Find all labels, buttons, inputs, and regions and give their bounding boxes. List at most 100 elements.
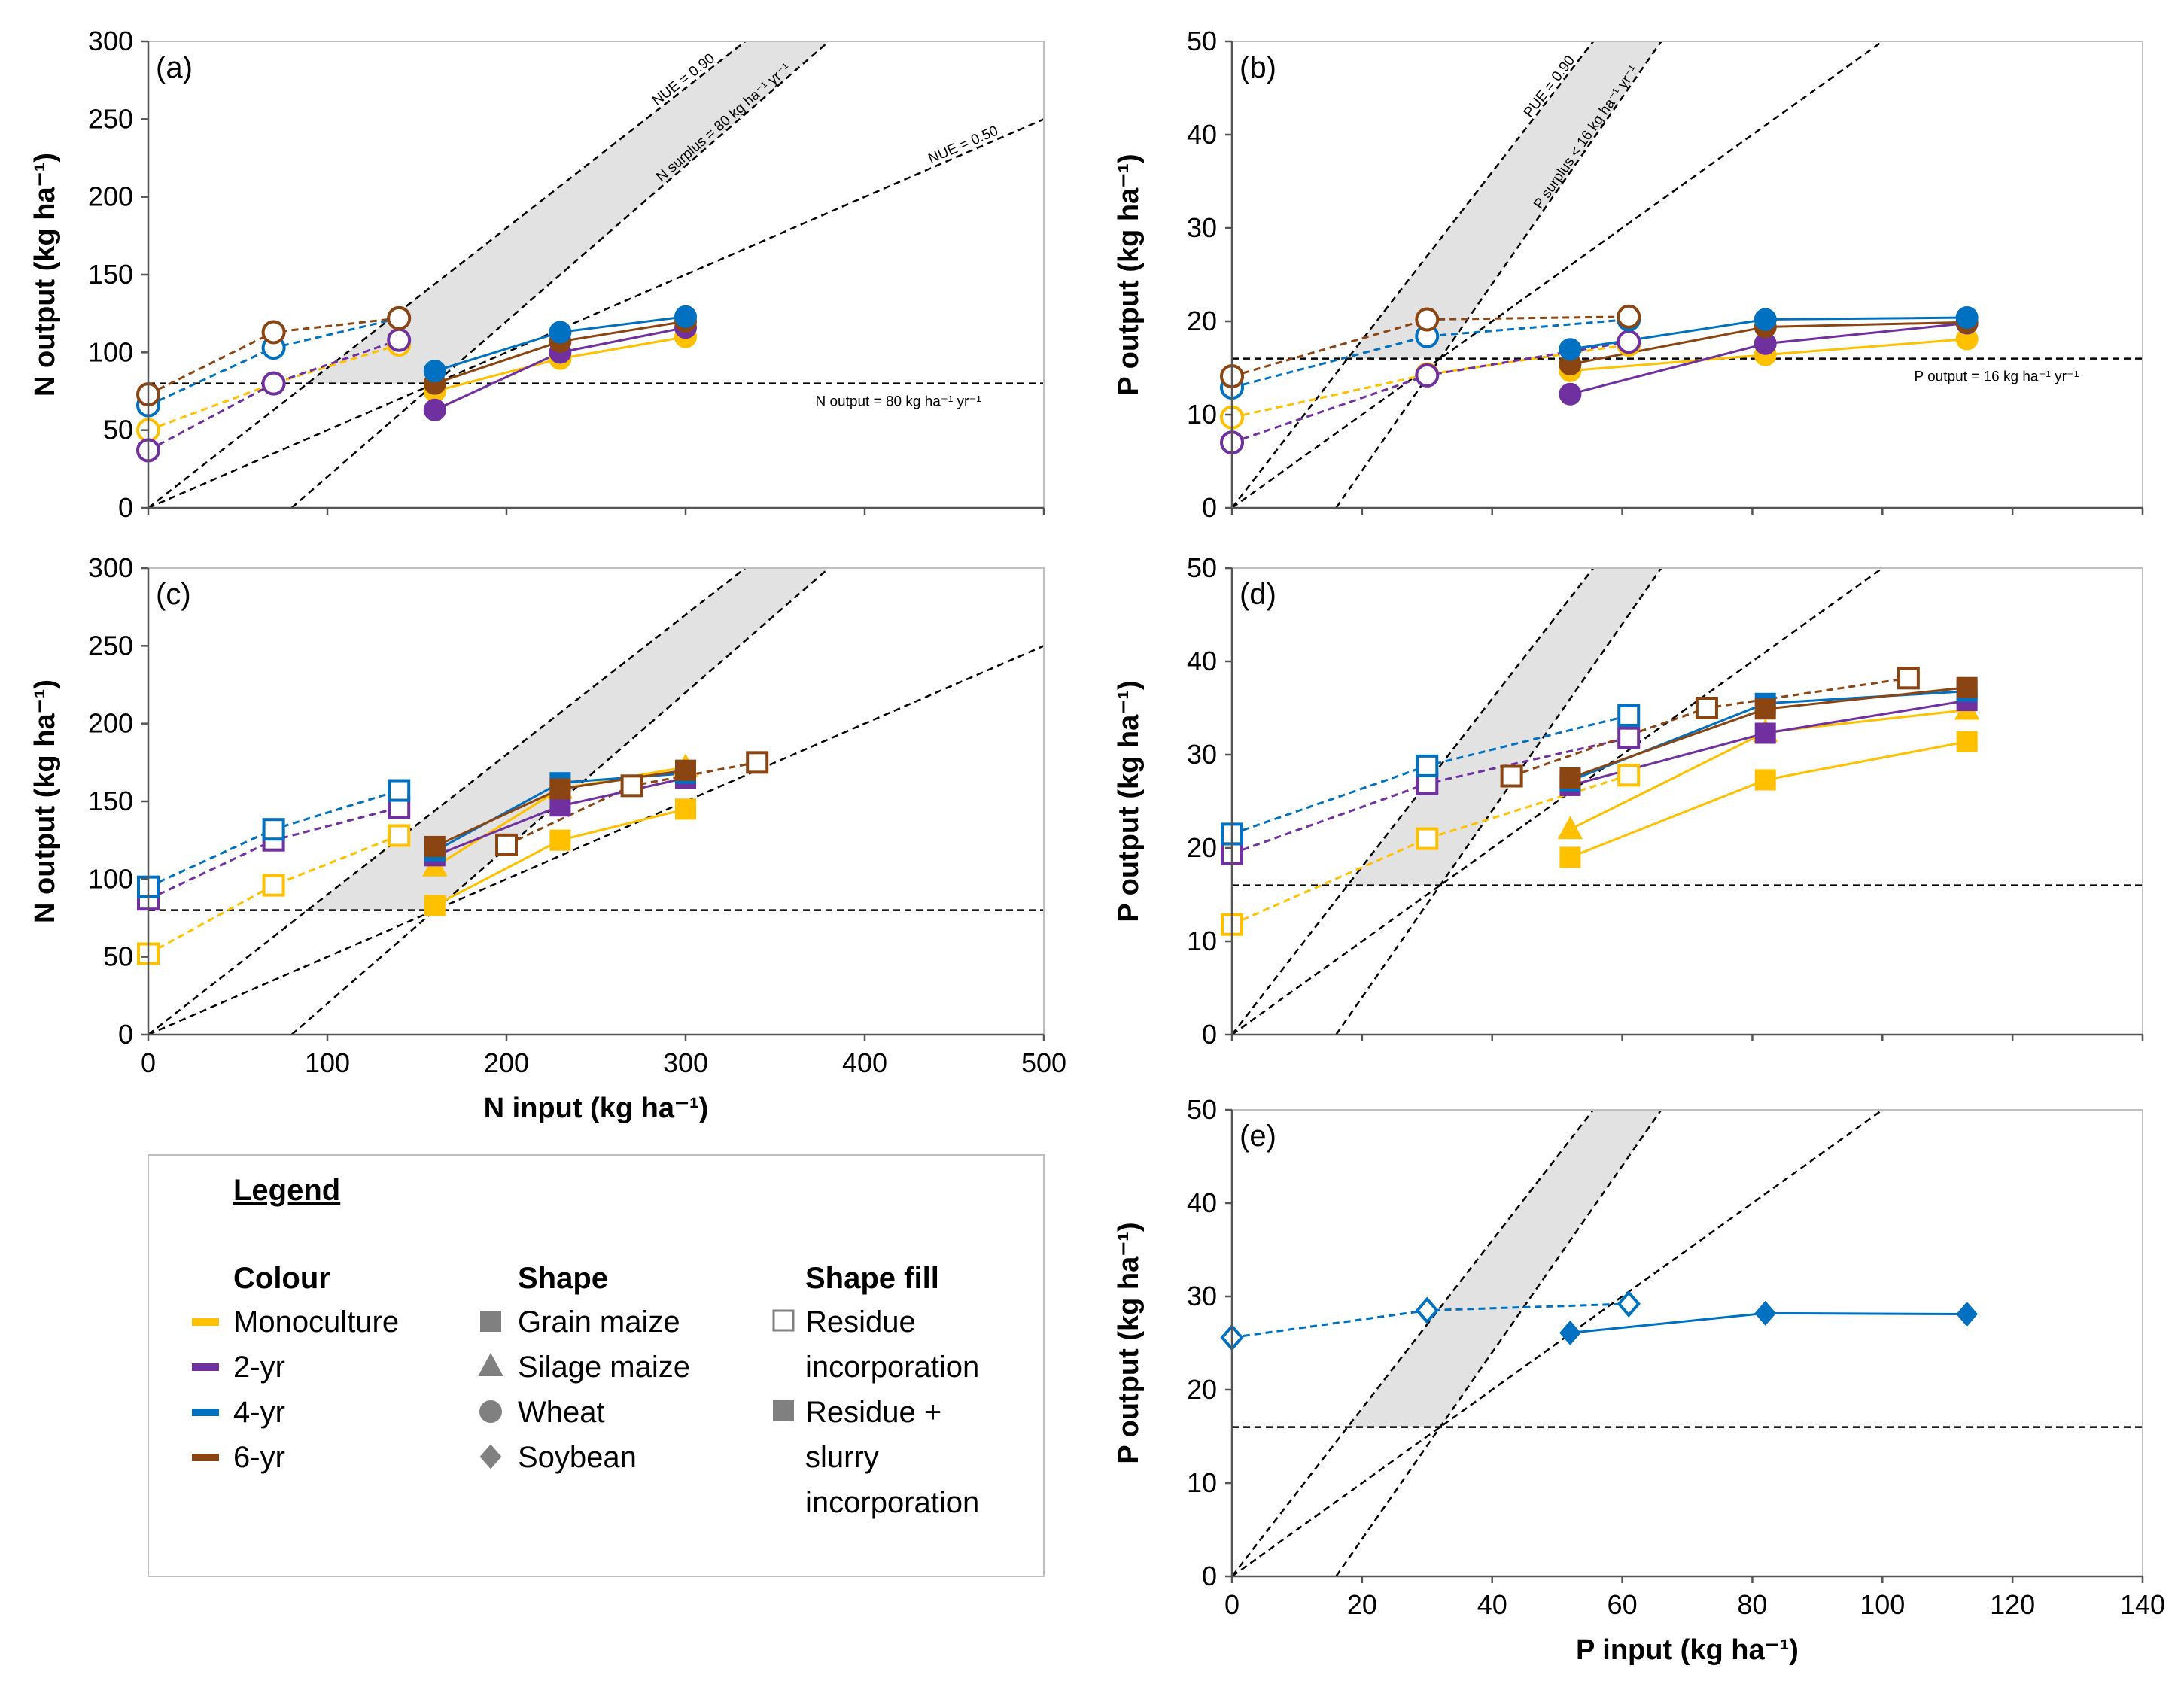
legend: Legend Colour Monoculture 2-yr 4-yr 6-yr Shape… [148, 1154, 1045, 1577]
data-point [262, 874, 285, 897]
panel-label: (b) [1240, 51, 1276, 84]
surplus-band [1347, 568, 1662, 886]
y-tick-label: 50 [1187, 26, 1217, 56]
data-point [1617, 704, 1641, 727]
x-tick-label: 140 [2120, 1589, 2165, 1620]
plot-area-b [1232, 41, 2143, 508]
legend-shape-icon [479, 1444, 502, 1469]
data-point [549, 321, 572, 344]
legend-colour-swatch [192, 1363, 219, 1371]
y-tick-label: 50 [1187, 1094, 1217, 1125]
data-point [1617, 330, 1641, 354]
plot-area-a [148, 41, 1044, 508]
legend-colour-swatch [192, 1409, 219, 1416]
data-point [1416, 827, 1439, 850]
ref-line-low-efficiency [1232, 568, 1884, 1035]
legend-colour-label: 2-yr [233, 1351, 285, 1384]
data-point [423, 360, 446, 383]
panel-label: (c) [156, 578, 191, 611]
series-line [1232, 773, 1629, 926]
data-point [1617, 304, 1641, 329]
ref-line-high-efficiency [1232, 41, 1595, 508]
data-point [388, 779, 411, 802]
y-tick-label: 40 [1187, 119, 1217, 150]
y-tick-label: 50 [1187, 552, 1217, 583]
panel-a: 0 50 100 150 200 250 300 (a) N output (kg ha⁻¹) N… [29, 26, 1045, 523]
ref-line-low-efficiency [148, 645, 1044, 1035]
legend-colour-label: Monoculture [233, 1305, 399, 1339]
y-tick-label: 0 [1202, 1561, 1217, 1591]
ref-line-low-efficiency [1232, 1110, 1884, 1576]
x-axis-label: N input (kg ha⁻¹) [484, 1093, 709, 1124]
data-point [262, 818, 285, 841]
data-point [1956, 1302, 1978, 1327]
surplus-band [307, 41, 829, 384]
x-tick-label: 400 [842, 1047, 887, 1078]
data-point [387, 305, 412, 330]
data-point [1695, 697, 1718, 719]
data-point [1754, 308, 1777, 331]
panel-label: (e) [1240, 1120, 1276, 1153]
y-tick-label: 300 [88, 552, 133, 583]
x-tick-label: 60 [1608, 1589, 1638, 1620]
panel-e: 0 10 20 30 40 50 0 20 40 60 80 100 120 140 (e) P output… [1113, 1094, 2165, 1666]
legend-shape-icon [478, 1352, 503, 1376]
data-point [1754, 769, 1776, 791]
surplus-band [307, 568, 829, 910]
legend-colour-label: 4-yr [233, 1396, 285, 1429]
y-tick-label: 250 [88, 103, 133, 134]
data-point [1956, 731, 1978, 752]
legend-fill-label: Residue + [805, 1396, 941, 1429]
legend-colour-swatch [192, 1454, 219, 1461]
y-axis-label: P output (kg ha⁻¹) [1113, 1222, 1145, 1463]
y-tick-label: 200 [88, 708, 133, 739]
legend-fill-label: incorporation [805, 1351, 979, 1384]
data-point [746, 751, 769, 774]
data-point [423, 398, 446, 421]
ref-line-surplus [1335, 1110, 1662, 1576]
legend-fill-label: incorporation [805, 1486, 979, 1519]
plot-frame [1231, 567, 2143, 1035]
plot-area-d [1232, 568, 2143, 1035]
y-tick-label: 0 [118, 492, 133, 523]
data-point [1559, 382, 1582, 406]
y-tick-label: 10 [1187, 925, 1217, 956]
data-point [388, 824, 411, 847]
series-line [148, 834, 400, 955]
data-point [1559, 846, 1581, 868]
y-tick-label: 0 [118, 1019, 133, 1050]
ref-line-surplus [290, 41, 831, 508]
legend-fill-label: slurry [805, 1441, 879, 1474]
ref-line-surplus [290, 568, 831, 1035]
y-tick-label: 100 [88, 863, 133, 894]
x-tick-label: 80 [1737, 1589, 1767, 1620]
annotation-output: N output = 80 kg ha⁻¹ yr⁻¹ [815, 394, 981, 410]
y-tick-label: 10 [1187, 1467, 1217, 1498]
y-tick-label: 30 [1187, 739, 1217, 770]
data-point [1754, 1300, 1777, 1326]
y-tick-label: 0 [1202, 492, 1217, 523]
x-tick-label: 20 [1347, 1589, 1377, 1620]
y-tick-label: 50 [103, 415, 133, 445]
legend-shape-icon [480, 1311, 501, 1332]
legend-title: Legend [233, 1174, 340, 1207]
data-point [495, 833, 518, 856]
legend-shape-label: Grain maize [518, 1305, 680, 1339]
data-point [1617, 1290, 1641, 1318]
y-tick-label: 10 [1187, 399, 1217, 430]
y-tick-label: 300 [88, 26, 133, 56]
data-point [549, 795, 571, 817]
x-tick-label: 500 [1021, 1047, 1066, 1078]
legend-shape-label: Wheat [518, 1396, 605, 1429]
y-axis-label: N output (kg ha⁻¹) [29, 153, 61, 397]
data-point [1956, 676, 1978, 698]
data-point [549, 778, 571, 800]
data-point [1500, 764, 1523, 788]
ref-line-high-efficiency [148, 568, 747, 1035]
x-tick-label: 100 [305, 1047, 350, 1078]
plot-frame [1231, 1109, 2143, 1577]
plot-area-c [148, 568, 1044, 1035]
legend-shape-icon [479, 1400, 502, 1423]
y-tick-label: 100 [88, 336, 133, 367]
